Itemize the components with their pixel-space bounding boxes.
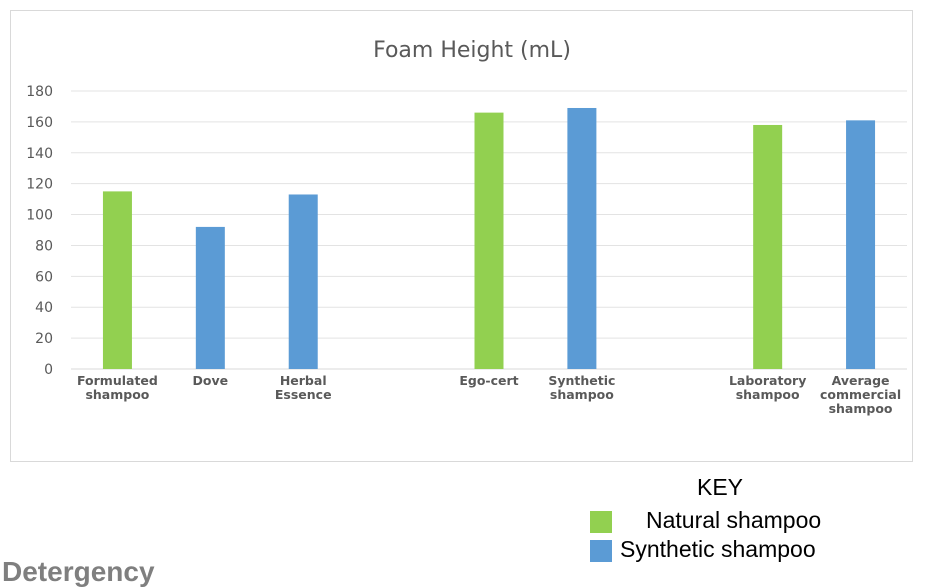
section-heading: Detergency [2, 556, 155, 587]
cropped-heading-strip [0, 0, 927, 8]
bar [288, 194, 318, 369]
y-tick-label: 140 [26, 146, 53, 162]
y-tick-label: 160 [26, 115, 53, 131]
legend: KEY Natural shampoo Synthetic shampoo [590, 474, 890, 572]
y-tick-label: 80 [35, 238, 53, 254]
legend-label-natural: Natural shampoo [646, 507, 822, 533]
bars [102, 107, 876, 369]
foam-height-chart: Foam Height (mL) 0 20 40 60 80 100 120 140 160 18… [26, 38, 907, 416]
x-tick-label: Herbal Essence [275, 373, 332, 402]
chart-container: Foam Height (mL) 0 20 40 60 80 100 120 140 160 18… [10, 10, 913, 462]
y-tick-label: 20 [35, 331, 53, 347]
x-tick-label: Laboratory shampoo [729, 373, 806, 402]
y-tick-label: 120 [26, 177, 53, 193]
legend-title: KEY [696, 474, 744, 500]
y-tick-label: 100 [26, 208, 53, 224]
x-tick-label: Dove [193, 373, 229, 388]
y-axis-ticks: 0 20 40 60 80 100 120 140 160 180 [26, 84, 53, 378]
x-tick-label: Formulated shampoo [77, 373, 158, 402]
y-tick-label: 180 [26, 84, 53, 100]
bar [567, 107, 597, 369]
bar [195, 226, 225, 369]
y-tick-label: 40 [35, 300, 53, 316]
legend-swatch-natural [590, 511, 612, 533]
x-tick-label: Synthetic shampoo [548, 373, 615, 402]
legend-swatch-synthetic [590, 540, 612, 562]
y-tick-label: 60 [35, 269, 53, 285]
bar [474, 112, 504, 369]
bar [846, 120, 876, 369]
legend-label-synthetic: Synthetic shampoo [620, 536, 816, 562]
chart-title: Foam Height (mL) [373, 38, 571, 63]
x-tick-label: Ego-cert [459, 373, 518, 388]
x-axis-labels: Formulated shampoo Dove Herbal Essence Ego-ce… [77, 373, 901, 416]
y-tick-label: 0 [44, 362, 53, 378]
x-tick-label: Average commercial shampoo [820, 373, 901, 416]
bar [102, 191, 132, 369]
bar [753, 124, 783, 369]
